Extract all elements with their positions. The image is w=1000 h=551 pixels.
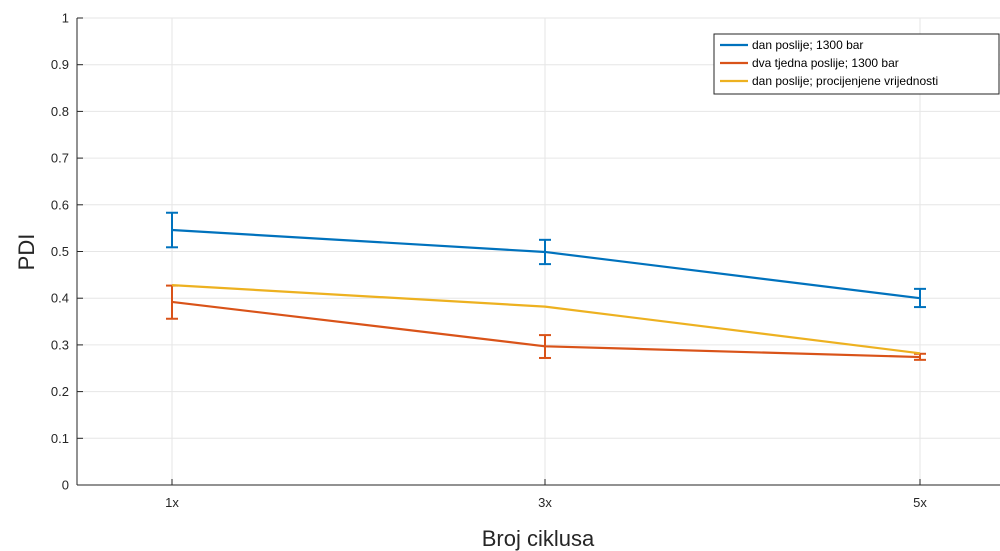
series-3 — [171, 284, 921, 355]
y-axis-title: PDI — [14, 234, 39, 271]
y-tick-label: 0.6 — [51, 197, 69, 212]
y-tick-label: 0.4 — [51, 291, 69, 306]
y-tick-label: 0.3 — [51, 337, 69, 352]
legend: dan poslije; 1300 bar dva tjedna poslije;… — [713, 33, 1000, 95]
x-tick-label: 3x — [538, 495, 552, 510]
y-tick-label: 1 — [62, 11, 69, 26]
legend-entry-label: dan poslije; 1300 bar — [752, 38, 863, 52]
legend-entry-label: dan poslije; procijenjene vrijednosti — [752, 74, 938, 88]
x-tick-label: 5x — [913, 495, 927, 510]
y-tick-label: 0.5 — [51, 244, 69, 259]
y-tick-label: 0.1 — [51, 431, 69, 446]
series-group — [166, 211, 926, 361]
legend-box — [713, 33, 1000, 95]
legend-entry-label: dva tjedna poslije; 1300 bar — [752, 56, 899, 70]
y-tick-label: 0.2 — [51, 384, 69, 399]
tick-labels: 0 0.1 0.2 0.3 0.4 0.5 0.6 0.7 0.8 0.9 1 1x 3x 5x — [51, 11, 927, 511]
y-tick-label: 0.7 — [51, 151, 69, 166]
axes — [76, 17, 1000, 486]
y-tick-label: 0.8 — [51, 104, 69, 119]
y-tick-label: 0.9 — [51, 57, 69, 72]
series-1 — [166, 211, 926, 309]
series-line — [171, 284, 921, 355]
x-tick-label: 1x — [165, 495, 179, 510]
y-tick-label: 0 — [62, 478, 69, 493]
x-axis-title: Broj ciklusa — [482, 526, 595, 551]
series-2 — [166, 284, 926, 361]
